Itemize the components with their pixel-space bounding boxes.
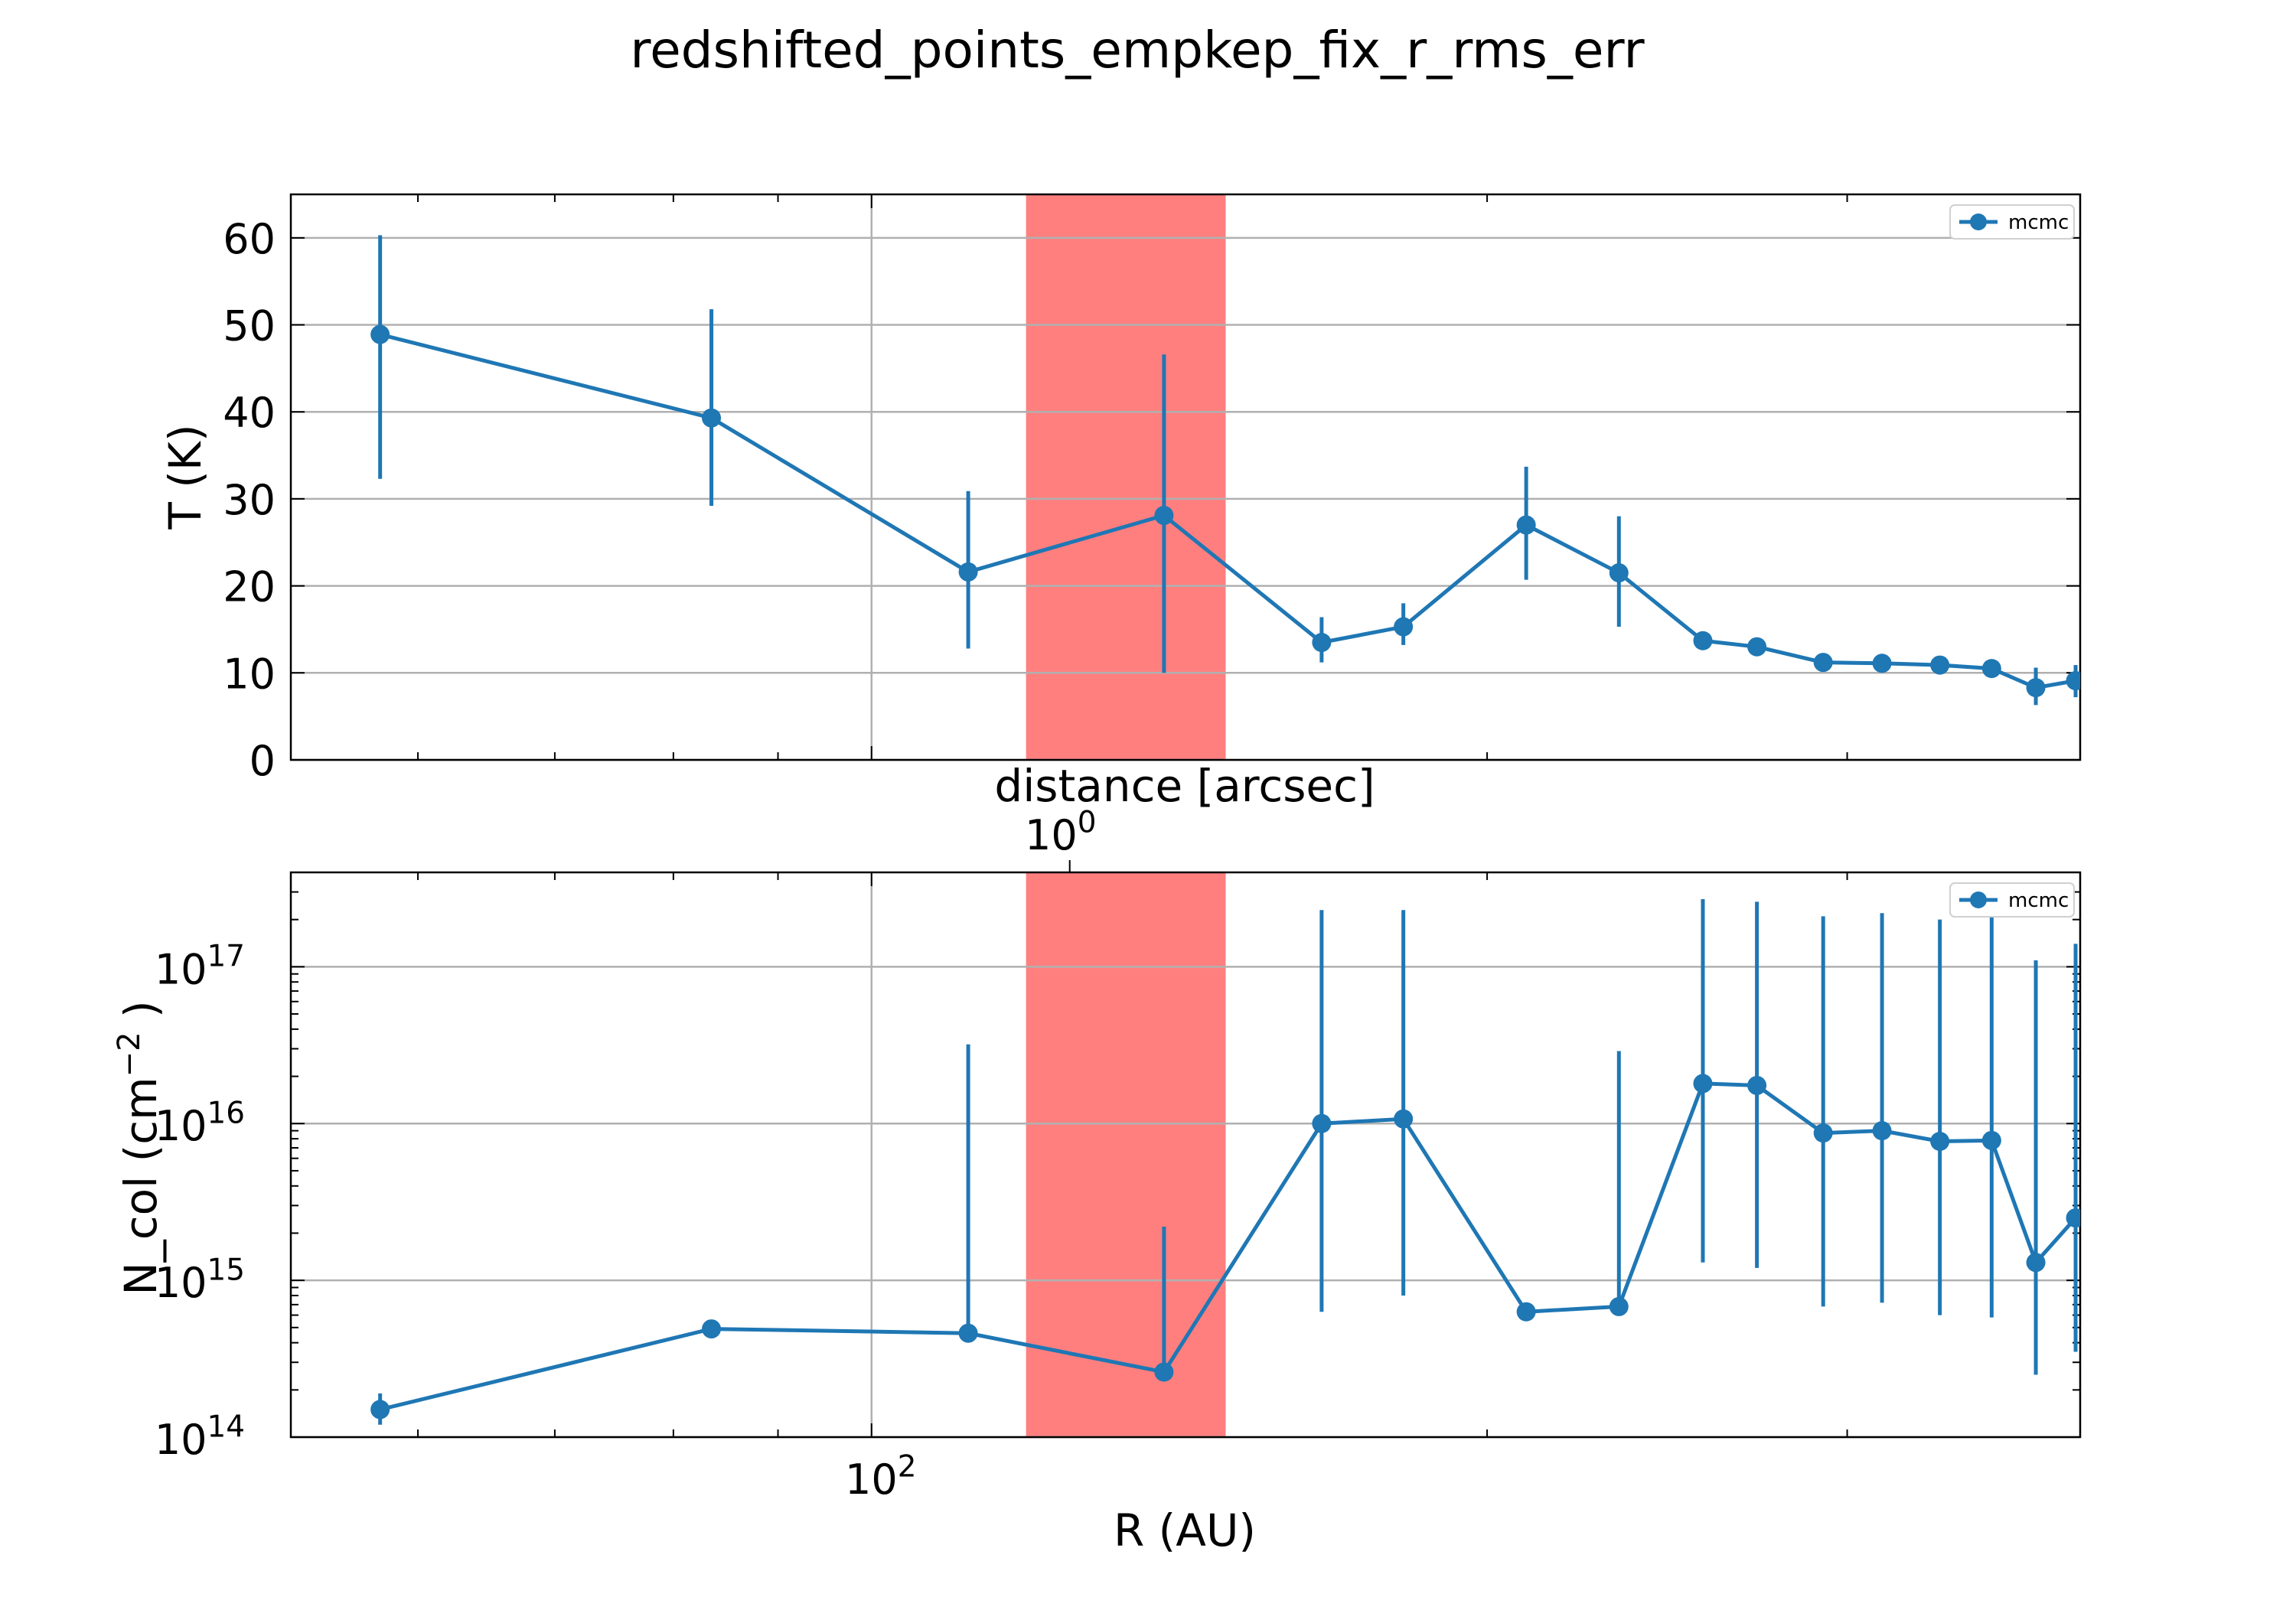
legend: mcmc xyxy=(1949,204,2075,240)
data-point xyxy=(2111,673,2130,692)
top-axis-label: distance [arcsec] xyxy=(994,760,1375,812)
axes-frame xyxy=(289,193,2082,761)
data-point xyxy=(1693,1074,1713,1094)
data-point xyxy=(370,1400,390,1420)
legend-label: mcmc xyxy=(2008,889,2069,912)
data-point xyxy=(1872,654,1892,673)
y-tick-label: 60 xyxy=(223,215,276,263)
data-point xyxy=(702,1319,722,1339)
data-point xyxy=(2111,1189,2130,1208)
data-point xyxy=(1609,563,1629,583)
shaded-region xyxy=(1026,194,1226,760)
data-point xyxy=(2066,671,2080,691)
legend-marker xyxy=(1970,214,1987,230)
series-line xyxy=(380,1081,2080,1412)
legend-label: mcmc xyxy=(2008,211,2069,234)
legend: mcmc xyxy=(1949,882,2075,918)
data-point xyxy=(1394,1109,1414,1129)
y-tick-label: 1014 xyxy=(155,1410,245,1464)
data-point xyxy=(2182,1239,2201,1258)
series-line xyxy=(380,332,2080,690)
data-point xyxy=(2066,1208,2080,1228)
column-density-panel: 1014 1015 1016 1017 mcmc 102 R (AU) N_col (cm−2… xyxy=(112,871,2201,1556)
temperature-panel: 0 10 20 30 40 50 60 mcmc T (K) distance [arcsec]1… xyxy=(159,193,2130,872)
series-mcmc xyxy=(370,235,2130,706)
data-point xyxy=(370,324,390,344)
data-point xyxy=(2026,1253,2046,1273)
figure-title: redshifted_points_empkep_fix_r_rms_err xyxy=(630,21,1645,80)
y-tick-label: 30 xyxy=(223,476,276,524)
y-axis-label: N_col (cm−2 ) xyxy=(112,1000,167,1295)
data-point xyxy=(1154,506,1174,526)
data-point xyxy=(1693,631,1713,650)
data-point xyxy=(1747,637,1767,657)
data-point xyxy=(958,562,978,582)
y-tick-label: 1015 xyxy=(155,1253,245,1307)
y-tick-label: 50 xyxy=(223,302,276,350)
y-tick-label: 1017 xyxy=(155,940,245,994)
data-point xyxy=(1981,1130,2001,1150)
y-tick-label: 0 xyxy=(249,737,276,785)
y-tick-label: 20 xyxy=(223,563,276,611)
data-point xyxy=(1747,1075,1767,1095)
data-point xyxy=(1981,659,2001,679)
series-mcmc xyxy=(370,898,2201,1425)
data-point xyxy=(1312,633,1332,653)
data-point xyxy=(1394,617,1414,637)
y-tick-label: 40 xyxy=(223,389,276,437)
legend-frame xyxy=(1949,204,2075,240)
data-point xyxy=(958,1323,978,1343)
x-tick-label: 102 xyxy=(845,1449,916,1504)
data-point xyxy=(1312,1113,1332,1133)
data-point xyxy=(1516,1302,1536,1322)
data-point xyxy=(2147,1234,2166,1253)
legend-marker xyxy=(1970,892,1987,908)
data-point xyxy=(1813,1123,1833,1143)
data-point xyxy=(702,408,722,428)
axes-frame xyxy=(289,871,2082,1439)
x-axis-label: R (AU) xyxy=(1114,1504,1256,1556)
data-point xyxy=(2026,678,2046,698)
data-point xyxy=(1154,1362,1174,1382)
legend-frame xyxy=(1949,882,2075,918)
data-point xyxy=(1609,1296,1629,1316)
data-point xyxy=(1930,655,1950,675)
data-point xyxy=(1516,515,1536,535)
data-point xyxy=(1813,653,1833,673)
top-axis-tick-label: 100 xyxy=(1025,805,1096,859)
data-point xyxy=(1930,1131,1950,1151)
data-point xyxy=(1872,1121,1892,1141)
y-tick-label: 1016 xyxy=(155,1097,245,1151)
y-tick-label: 10 xyxy=(223,650,276,698)
y-axis-label: T (K) xyxy=(159,424,211,530)
